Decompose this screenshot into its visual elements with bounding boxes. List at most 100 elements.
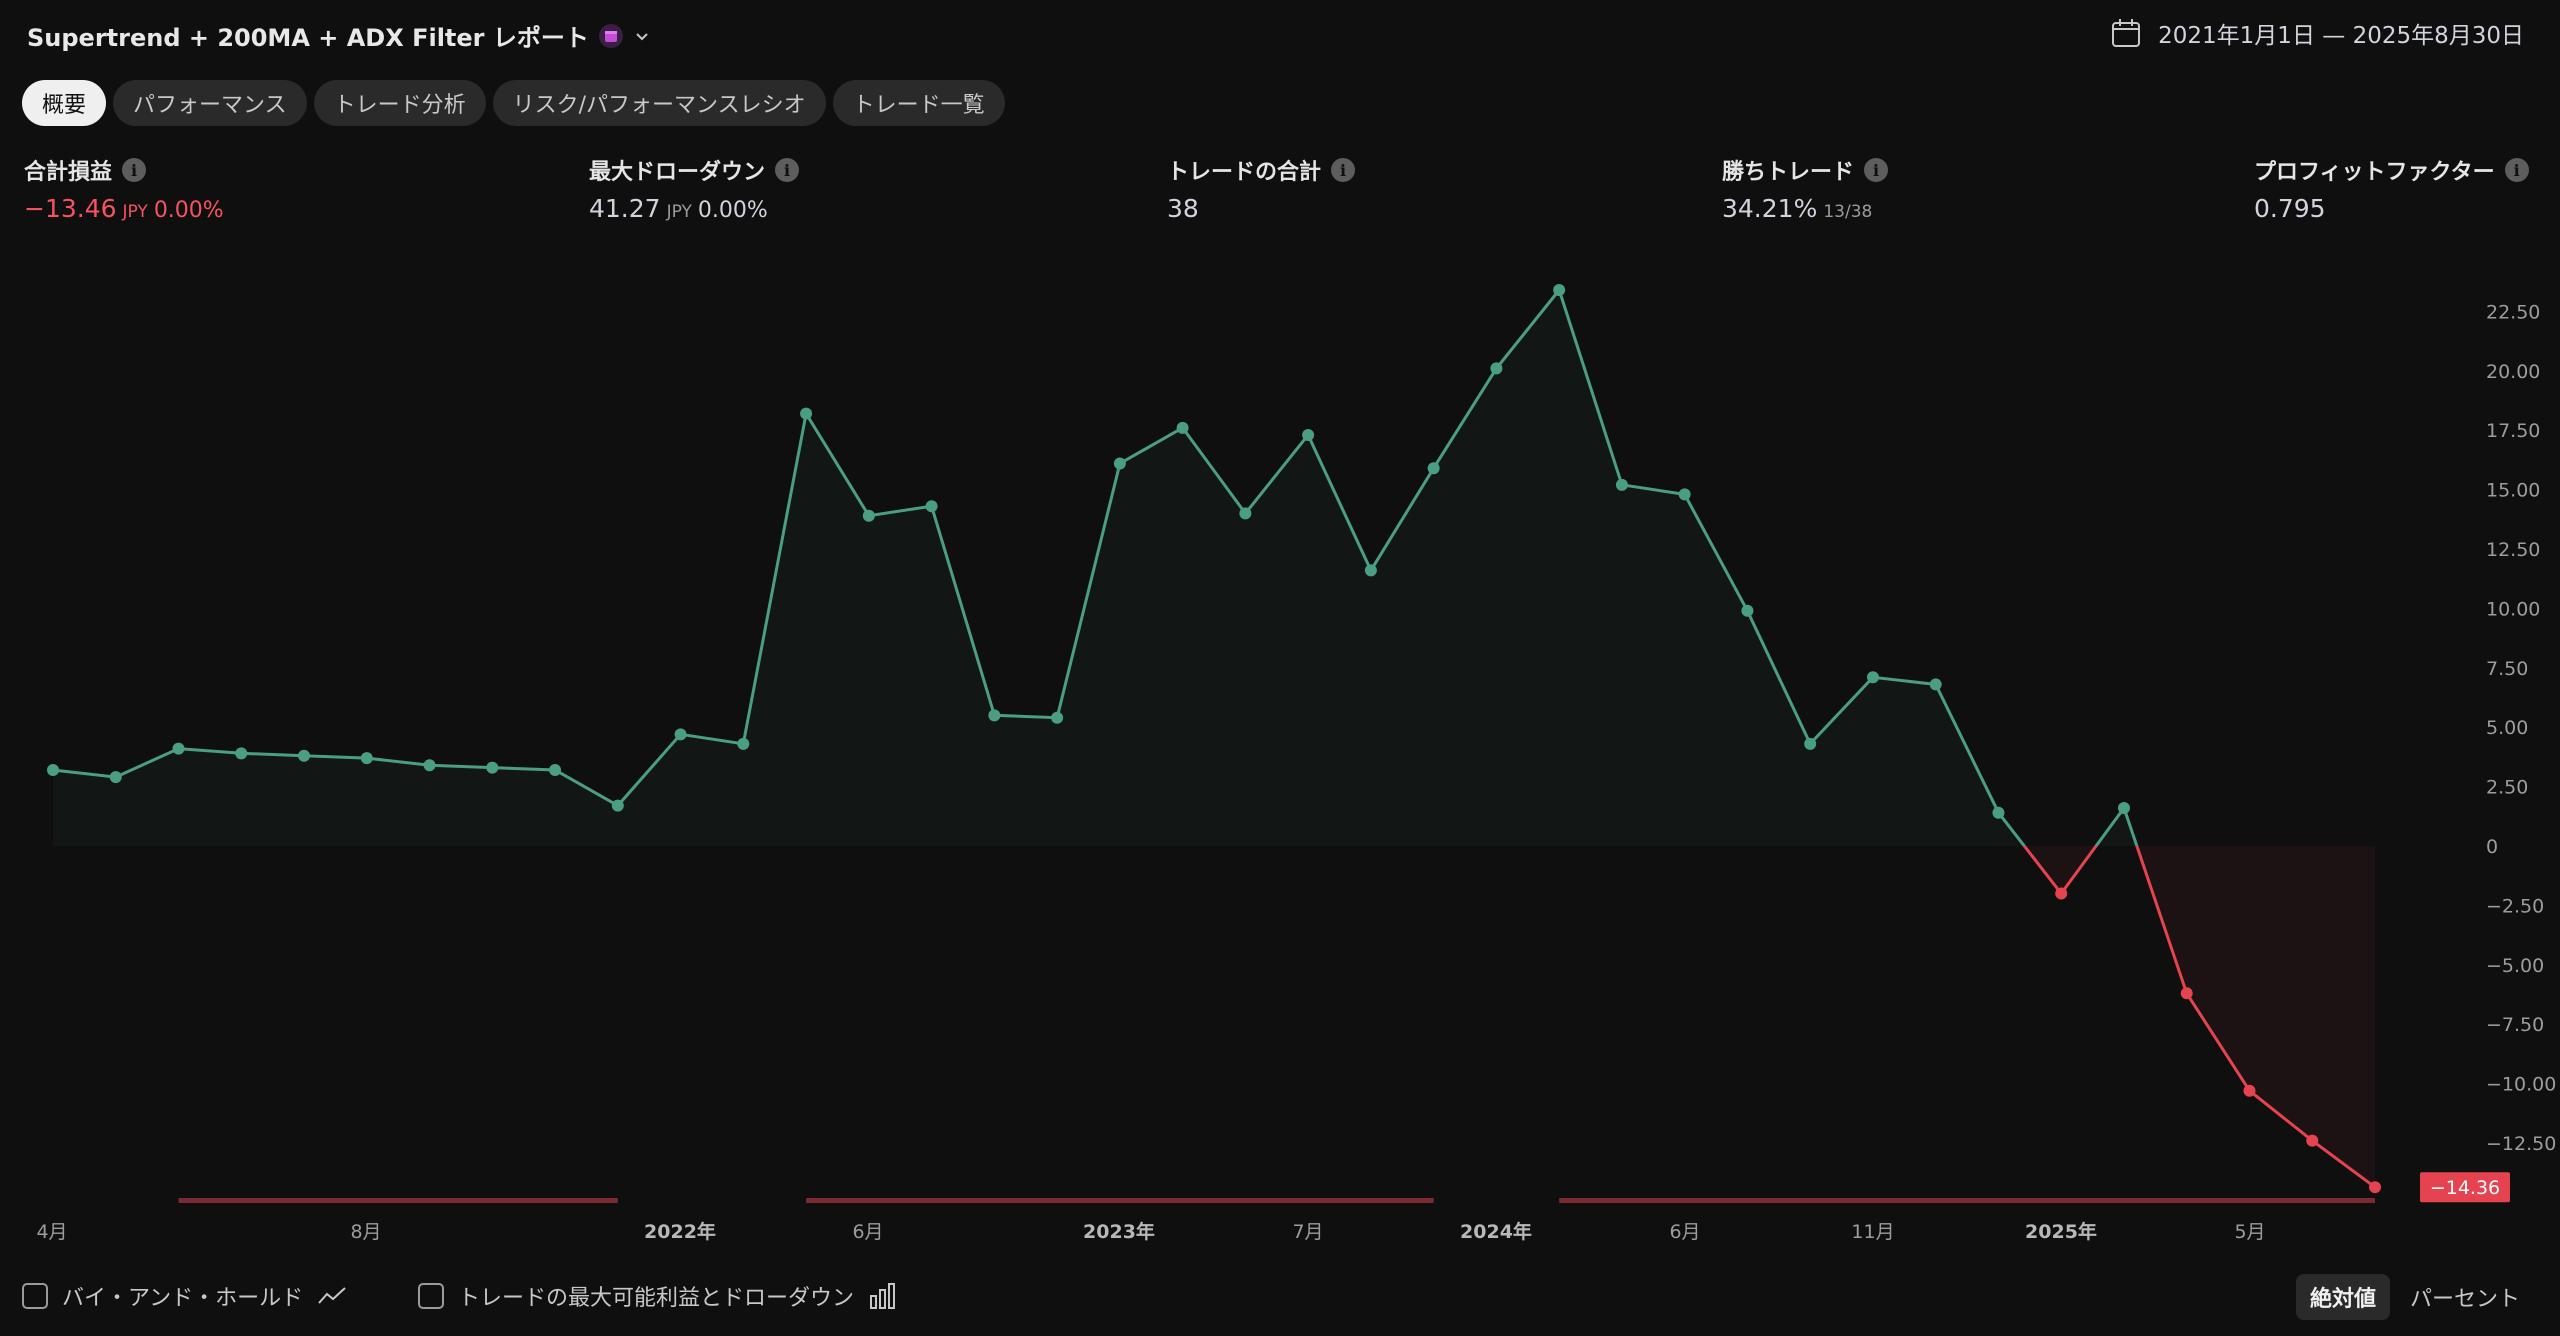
net-profit-value: −13.46 xyxy=(24,194,117,223)
total-trades-value: 38 xyxy=(1167,194,1199,223)
y-axis-tick-label: 5.00 xyxy=(2486,717,2528,739)
bar-chart-icon xyxy=(870,1283,896,1309)
equity-line-positive xyxy=(52,286,2139,846)
equity-point xyxy=(1804,737,1817,750)
mfe-mae-toggle[interactable]: トレードの最大可能利益とドローダウン xyxy=(418,1280,898,1312)
report-title: Supertrend + 200MA + ADX Filter レポート xyxy=(27,24,589,52)
equity-point xyxy=(172,742,185,755)
report-header: Supertrend + 200MA + ADX Filter レポート 202… xyxy=(0,0,2560,70)
y-axis-tick-label: −2.50 xyxy=(2486,895,2544,917)
y-axis-tick-label: 12.50 xyxy=(2486,539,2540,561)
y-axis-tick-label: −10.00 xyxy=(2486,1074,2556,1096)
info-icon[interactable]: i xyxy=(2504,158,2529,182)
equity-point xyxy=(1302,428,1315,441)
equity-point xyxy=(1239,507,1252,520)
equity-point xyxy=(1427,462,1440,475)
x-axis-tick-label: 5月 xyxy=(2234,1221,2265,1243)
drawdown-period-bar xyxy=(806,1198,1434,1203)
equity-point xyxy=(1553,284,1566,297)
currency-unit: JPY xyxy=(122,202,148,222)
equity-point xyxy=(2369,1181,2381,1194)
mfe-mae-checkbox[interactable] xyxy=(418,1283,444,1309)
y-axis-tick-label: 22.50 xyxy=(2486,301,2540,323)
equity-point xyxy=(674,728,687,741)
equity-point xyxy=(1051,711,1064,724)
equity-point xyxy=(2306,1134,2319,1147)
mfe-mae-label: トレードの最大可能利益とドローダウン xyxy=(458,1286,855,1311)
y-axis-tick-label: −7.50 xyxy=(2486,1014,2544,1036)
line-chart-icon xyxy=(318,1287,346,1304)
equity-point xyxy=(2055,887,2068,900)
calendar-badge-icon xyxy=(598,23,623,48)
metric-label: 合計損益 xyxy=(24,160,113,185)
equity-point xyxy=(1992,806,2005,819)
equity-point xyxy=(611,799,624,812)
info-icon[interactable]: i xyxy=(122,158,147,182)
metric-win-trades: 勝ちトレード i 34.21% 13/38 xyxy=(1722,154,1889,223)
equity-point xyxy=(2117,801,2130,814)
chevron-down-icon xyxy=(636,32,648,40)
equity-point xyxy=(549,763,562,776)
buy-hold-toggle[interactable]: バイ・アンド・ホールド xyxy=(22,1280,347,1312)
x-axis-tick-label: 2024年 xyxy=(1460,1220,1532,1243)
tab-trade-analysis[interactable]: トレード分析 xyxy=(313,80,486,126)
equity-point xyxy=(1741,604,1754,617)
calendar-icon xyxy=(2112,19,2141,47)
tab-performance[interactable]: パフォーマンス xyxy=(113,80,307,126)
metric-net-profit: 合計損益 i −13.46 JPY 0.00% xyxy=(24,154,224,223)
value-mode-toggle: 絶対値 パーセント xyxy=(2295,1274,2534,1320)
equity-point xyxy=(109,771,122,784)
net-profit-percent: 0.00% xyxy=(153,198,224,223)
last-value-label: −14.36 xyxy=(2430,1177,2500,1199)
positive-area xyxy=(53,290,2375,846)
x-axis-tick-label: 2025年 xyxy=(2025,1220,2097,1243)
x-axis-tick-label: 6月 xyxy=(852,1221,883,1243)
x-axis-tick-label: 7月 xyxy=(1292,1221,1323,1243)
tab-overview[interactable]: 概要 xyxy=(22,80,107,126)
equity-chart[interactable]: 22.50 20.00 17.50 15.00 12.50 10.00 7.50 5.00 2.… xyxy=(0,250,2560,1260)
equity-point xyxy=(1490,362,1503,375)
info-icon[interactable]: i xyxy=(775,158,800,182)
equity-point xyxy=(486,761,499,774)
currency-unit: JPY xyxy=(666,202,692,222)
buy-hold-label: バイ・アンド・ホールド xyxy=(62,1286,304,1311)
y-axis-tick-label: 15.00 xyxy=(2486,480,2540,502)
max-drawdown-value: 41.27 xyxy=(589,194,661,223)
chart-options-bar: バイ・アンド・ホールド トレードの最大可能利益とドローダウン 絶対値 パーセント xyxy=(0,1268,2560,1328)
equity-point xyxy=(1364,564,1377,577)
equity-point xyxy=(47,763,59,776)
max-drawdown-percent: 0.00% xyxy=(697,198,768,223)
equity-point xyxy=(862,509,875,522)
tab-risk-ratios[interactable]: リスク/パフォーマンスレシオ xyxy=(492,80,826,126)
equity-point xyxy=(1866,671,1879,684)
info-icon[interactable]: i xyxy=(1864,158,1889,182)
metric-label: 最大ドローダウン xyxy=(589,160,766,185)
date-range-picker[interactable]: 2021年1月1日 — 2025年8月30日 xyxy=(2110,16,2524,50)
equity-point xyxy=(423,759,436,772)
info-icon[interactable]: i xyxy=(1331,158,1356,182)
metric-label: プロフィットファクター xyxy=(2254,160,2495,185)
report-tabs: 概要 パフォーマンス トレード分析 リスク/パフォーマンスレシオ トレード一覧 xyxy=(22,80,1005,126)
y-axis-tick-label: −5.00 xyxy=(2486,955,2544,977)
equity-point xyxy=(988,709,1001,722)
y-axis-tick-label: 10.00 xyxy=(2486,598,2540,620)
y-axis-tick-label: 2.50 xyxy=(2486,777,2528,799)
x-axis-tick-label: 2023年 xyxy=(1083,1220,1155,1243)
last-value-badge xyxy=(2420,1172,2510,1203)
drawdown-period-bar xyxy=(178,1198,618,1203)
buy-hold-checkbox[interactable] xyxy=(22,1283,48,1309)
win-count: 13/38 xyxy=(1823,202,1873,222)
x-axis-tick-label: 11月 xyxy=(1851,1221,1894,1243)
report-title-dropdown[interactable]: Supertrend + 200MA + ADX Filter レポート xyxy=(27,18,651,53)
absolute-mode-button[interactable]: 絶対値 xyxy=(2295,1274,2390,1320)
equity-point xyxy=(360,752,373,765)
equity-point xyxy=(800,407,813,420)
equity-point xyxy=(1113,457,1126,470)
tab-trade-list[interactable]: トレード一覧 xyxy=(832,80,1005,126)
metric-profit-factor: プロフィットファクター i 0.795 xyxy=(2254,154,2529,223)
percent-mode-button[interactable]: パーセント xyxy=(2409,1287,2520,1312)
equity-point xyxy=(1615,478,1628,491)
equity-point xyxy=(1929,678,1942,691)
x-axis-tick-label: 6月 xyxy=(1669,1221,1700,1243)
metric-label: トレードの合計 xyxy=(1167,160,1322,185)
